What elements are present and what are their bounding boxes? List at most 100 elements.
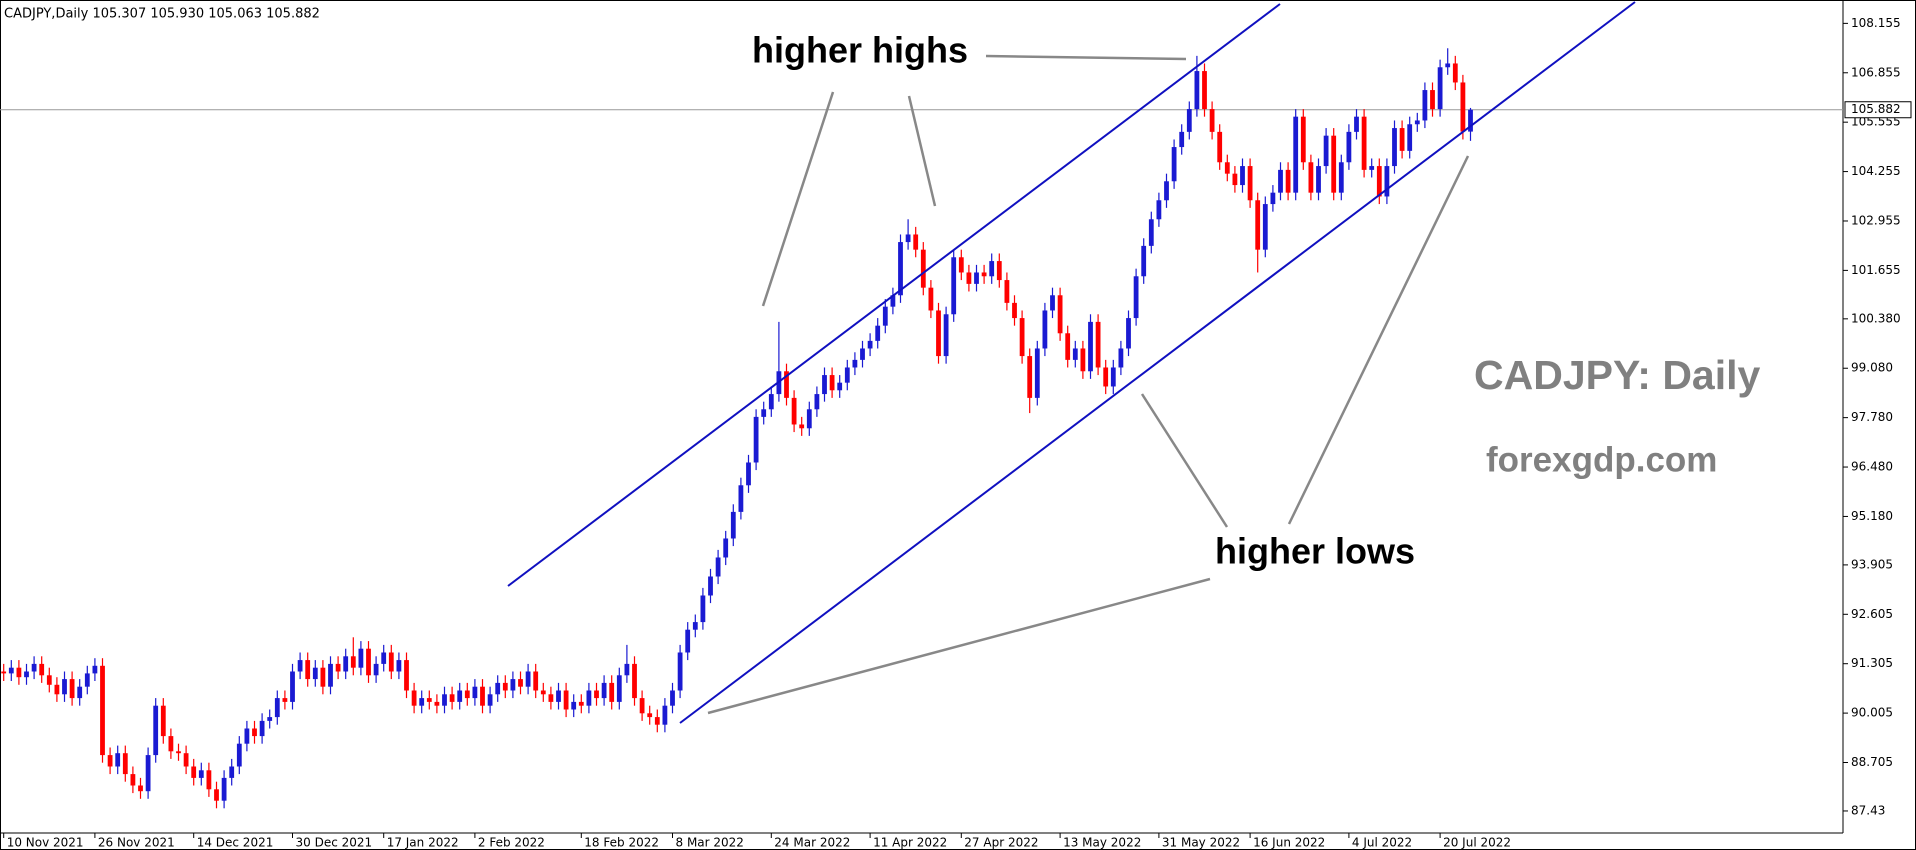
candle-body xyxy=(1034,348,1040,398)
candle-body xyxy=(77,686,83,699)
candle-body xyxy=(639,698,645,714)
candle-body xyxy=(107,755,113,767)
candle-body xyxy=(290,671,295,702)
candle-body xyxy=(1164,181,1169,201)
candle-body xyxy=(1126,318,1131,349)
candle-body xyxy=(1430,90,1435,110)
candle-body xyxy=(434,701,440,706)
candle-body xyxy=(411,690,417,706)
candle-body xyxy=(396,660,402,672)
candle-body xyxy=(168,736,174,752)
candle-body xyxy=(1209,109,1215,132)
candle-body xyxy=(943,314,949,357)
pointer xyxy=(761,91,835,307)
candle-body xyxy=(1072,348,1078,360)
candle-body xyxy=(1414,120,1420,125)
candle-body xyxy=(974,272,979,284)
candle-body xyxy=(951,257,957,315)
candle-body xyxy=(571,701,577,710)
candle-body xyxy=(928,287,934,311)
candle-body xyxy=(1217,131,1223,163)
candle-body xyxy=(662,705,668,725)
y-tick-label: 87.43 xyxy=(1851,803,1885,817)
candle-body xyxy=(373,663,379,676)
candle-body xyxy=(1133,276,1139,319)
candle-body xyxy=(62,679,67,695)
candle-body xyxy=(138,785,143,792)
candle-body xyxy=(1369,166,1375,170)
candle-body xyxy=(8,667,14,674)
candle-body xyxy=(670,690,675,706)
candle-body xyxy=(966,272,972,284)
candle-body xyxy=(404,660,409,691)
x-tick-label: 18 Feb 2022 xyxy=(584,836,659,850)
candle-body xyxy=(556,690,561,702)
candle-body xyxy=(1316,166,1321,193)
candle-body xyxy=(746,462,751,486)
candle-body xyxy=(616,675,622,702)
candle-body xyxy=(715,557,721,577)
candle-body xyxy=(913,234,919,250)
watermark: CADJPY: Daily xyxy=(1474,352,1761,398)
candle-body xyxy=(1186,109,1192,132)
channel xyxy=(507,1,1636,724)
candle-body xyxy=(24,671,29,678)
candle-body xyxy=(761,409,767,417)
candle-body xyxy=(1392,128,1397,167)
candle-body xyxy=(176,751,181,754)
candle-body xyxy=(989,261,995,277)
candle-body xyxy=(267,717,273,721)
x-tick-label: 16 Jun 2022 xyxy=(1253,836,1325,850)
pointers xyxy=(707,54,1470,715)
candle-body xyxy=(799,424,805,429)
candle-body xyxy=(1437,67,1443,110)
pointer xyxy=(1140,393,1229,528)
candle-body xyxy=(1156,200,1162,220)
candle-body xyxy=(198,770,204,778)
candle-body xyxy=(388,652,394,672)
x-tick-label: 27 Apr 2022 xyxy=(964,836,1038,850)
candle-body xyxy=(92,665,98,674)
candle-body xyxy=(822,375,827,395)
x-tick-label: 10 Nov 2021 xyxy=(7,836,84,850)
candle-body xyxy=(1323,135,1329,167)
candle-body xyxy=(1012,302,1017,319)
x-tick-label: 20 Jul 2022 xyxy=(1443,836,1511,850)
x-tick-label: 11 Apr 2022 xyxy=(873,836,947,850)
candle-body xyxy=(297,660,303,672)
x-tick-label: 2 Feb 2022 xyxy=(478,836,545,850)
y-tick-label: 93.905 xyxy=(1851,557,1893,571)
candle-body xyxy=(221,777,227,801)
candle-body xyxy=(586,690,592,706)
candle-body xyxy=(1004,280,1010,303)
candle-body xyxy=(328,663,333,687)
x-tick-label: 26 Nov 2021 xyxy=(98,836,175,850)
candle-body xyxy=(1202,71,1207,110)
candle-body xyxy=(1042,310,1048,349)
candle-body xyxy=(1361,116,1367,170)
pointer xyxy=(707,577,1211,715)
candle-body xyxy=(31,663,37,672)
candle-body xyxy=(654,717,660,725)
candle-body xyxy=(16,667,22,678)
candle-body xyxy=(1232,173,1238,186)
candle-body xyxy=(708,576,713,596)
lower-channel-line xyxy=(679,1,1636,724)
candle-body xyxy=(381,652,387,664)
candle-body xyxy=(829,375,835,391)
candle-body xyxy=(502,682,508,691)
candle-body xyxy=(730,511,736,539)
candle-body xyxy=(1224,162,1230,174)
candles xyxy=(1,48,1473,809)
x-tick-label: 31 May 2022 xyxy=(1162,836,1240,850)
candle-body xyxy=(563,690,569,710)
candle-body xyxy=(936,310,941,357)
candle-body xyxy=(700,595,706,623)
candle-body xyxy=(335,663,341,672)
candle-body xyxy=(601,682,607,699)
candle-body xyxy=(183,753,189,767)
y-tick-label: 102.955 xyxy=(1851,213,1901,227)
candle-body xyxy=(860,348,865,360)
